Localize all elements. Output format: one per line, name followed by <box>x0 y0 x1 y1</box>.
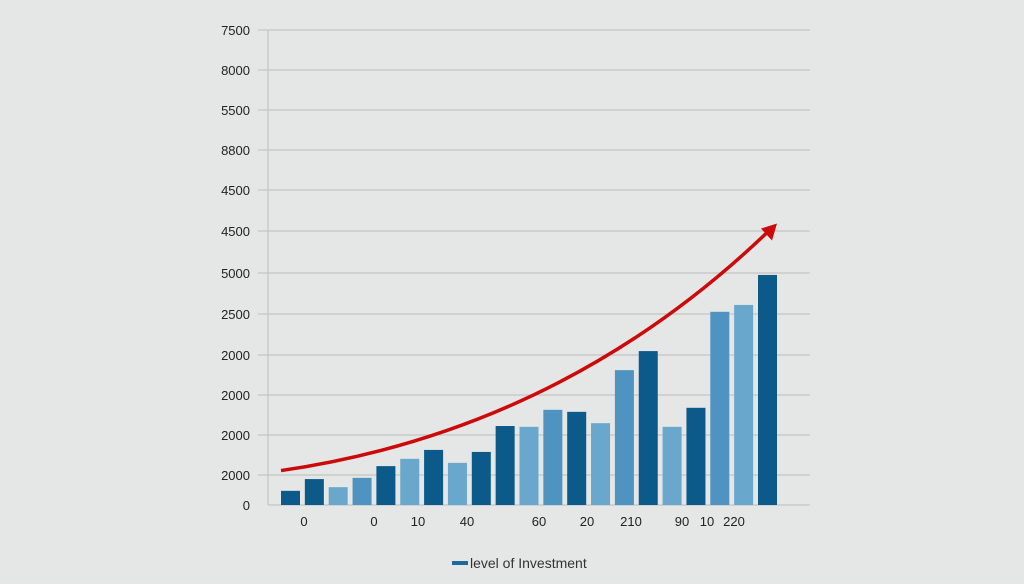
y-tick-label: 8800 <box>221 143 250 158</box>
legend: level of Investment <box>452 555 587 571</box>
y-tick-label: 4500 <box>221 183 250 198</box>
bar <box>495 426 515 505</box>
x-tick-label: 210 <box>620 514 642 529</box>
bar <box>710 311 730 505</box>
y-tick-label: 0 <box>243 498 250 513</box>
x-tick-label: 220 <box>723 514 745 529</box>
x-tick-label: 20 <box>580 514 594 529</box>
trend-arrowhead-icon <box>761 223 777 241</box>
x-tick-label: 90 <box>675 514 689 529</box>
bar <box>424 449 444 505</box>
bar <box>662 426 682 505</box>
y-tick-label: 2500 <box>221 307 250 322</box>
y-tick-label: 2000 <box>221 388 250 403</box>
bar <box>352 477 372 505</box>
bar <box>638 351 658 505</box>
y-tick-label: 8000 <box>221 63 250 78</box>
trend-line <box>280 232 768 473</box>
y-tick-label: 2000 <box>221 428 250 443</box>
x-tick-label: 40 <box>460 514 474 529</box>
bar <box>471 451 491 505</box>
y-tick-label: 5000 <box>221 266 250 281</box>
y-tick-label: 5500 <box>221 103 250 118</box>
bar <box>447 462 467 505</box>
bar <box>376 466 396 505</box>
bar <box>758 274 777 505</box>
y-tick-label: 7500 <box>221 23 250 38</box>
bar <box>543 409 563 505</box>
y-tick-label: 4500 <box>221 224 250 239</box>
bar <box>400 458 420 505</box>
x-tick-label: 60 <box>532 514 546 529</box>
legend-swatch <box>452 561 468 565</box>
legend-label: level of Investment <box>470 555 587 571</box>
y-tick-label: 2000 <box>221 348 250 363</box>
x-tick-label: 10 <box>411 514 425 529</box>
y-tick-label: 2000 <box>221 468 250 483</box>
bar <box>686 407 706 505</box>
bar <box>328 487 348 505</box>
bar <box>519 426 539 505</box>
x-tick-label: 0 <box>300 514 307 529</box>
bar <box>567 411 587 505</box>
bar <box>591 423 611 505</box>
bar <box>614 370 634 505</box>
bar <box>281 490 300 505</box>
x-tick-label: 0 <box>370 514 377 529</box>
bar <box>304 479 324 505</box>
bar <box>734 304 754 505</box>
x-tick-label: 10 <box>700 514 714 529</box>
